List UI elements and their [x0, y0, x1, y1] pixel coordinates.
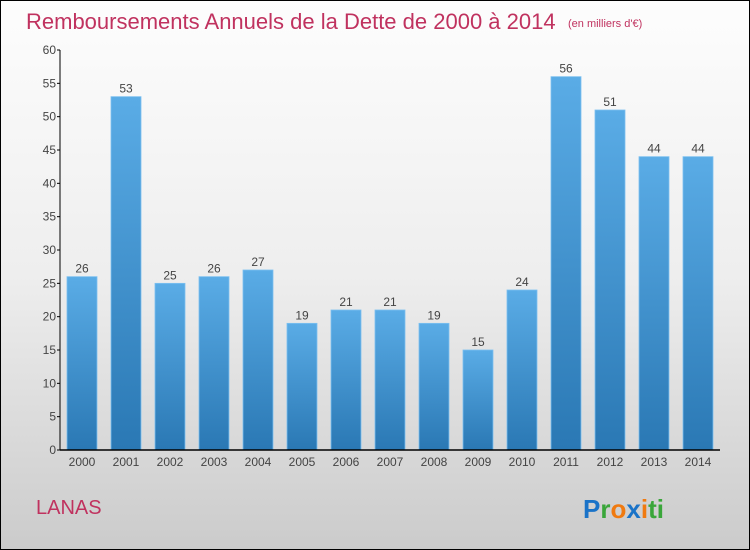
data-label: 51 [603, 95, 617, 109]
bar-2000 [66, 276, 98, 451]
bar-2005 [286, 322, 318, 451]
x-tick-label: 2012 [597, 455, 624, 469]
y-tick-label: 25 [43, 276, 57, 290]
data-label: 44 [691, 142, 705, 156]
x-tick-label: 2001 [113, 455, 140, 469]
x-tick-label: 2006 [333, 455, 360, 469]
x-tick-label: 2003 [201, 455, 228, 469]
y-tick-label: 45 [43, 143, 57, 157]
data-label: 27 [251, 255, 265, 269]
data-label: 26 [207, 262, 221, 276]
data-label: 21 [383, 295, 397, 309]
bar-2011 [550, 76, 582, 451]
x-tick-label: 2011 [553, 455, 579, 469]
bar-2010 [506, 289, 538, 451]
y-tick-label: 0 [49, 443, 56, 457]
data-label: 19 [295, 308, 309, 322]
y-tick-label: 50 [43, 110, 57, 124]
data-label: 19 [427, 308, 441, 322]
x-tick-label: 2007 [377, 455, 404, 469]
data-label: 21 [339, 295, 353, 309]
bar-2007 [374, 309, 406, 451]
bar-2001 [110, 96, 142, 451]
bar-2012 [594, 109, 626, 451]
x-tick-label: 2000 [69, 455, 96, 469]
data-label: 56 [559, 62, 573, 76]
x-tick-label: 2008 [421, 455, 448, 469]
data-label: 44 [647, 142, 661, 156]
commune-name: LANAS [36, 497, 102, 519]
x-axis: 2000 2001 2002 2003 2004 2005 2006 2007 2008 2009… [60, 449, 720, 469]
bar-2003 [198, 276, 230, 451]
y-tick-label: 30 [43, 243, 57, 257]
x-tick-label: 2014 [685, 455, 712, 469]
x-tick-label: 2009 [465, 455, 492, 469]
data-label: 26 [75, 262, 89, 276]
data-label: 15 [471, 335, 485, 349]
y-tick-label: 35 [43, 210, 57, 224]
x-tick-label: 2002 [157, 455, 184, 469]
bars: 26 53 25 26 27 19 21 21 19 15 24 56 51 44 44 [66, 62, 714, 451]
bar-2009 [462, 349, 494, 451]
x-tick-label: 2005 [289, 455, 316, 469]
y-axis: 0 5 10 15 20 25 30 35 40 45 50 55 60 [43, 43, 61, 457]
x-tick-label: 2010 [509, 455, 536, 469]
y-tick-label: 10 [43, 376, 57, 390]
y-tick-label: 55 [43, 76, 57, 90]
y-tick-label: 60 [43, 43, 57, 57]
bar-2014 [682, 156, 714, 451]
bar-2002 [154, 282, 186, 451]
x-tick-label: 2013 [641, 455, 668, 469]
bar-2008 [418, 322, 450, 451]
data-label: 24 [515, 275, 529, 289]
y-tick-label: 20 [43, 310, 57, 324]
chart-subtitle: (en milliers d'€) [568, 18, 642, 30]
bar-2013 [638, 156, 670, 451]
bar-2004 [242, 269, 274, 451]
proxiti-logo: Proxiti [583, 494, 664, 524]
x-tick-label: 2004 [245, 455, 272, 469]
chart-title: Remboursements Annuels de la Dette de 20… [26, 9, 556, 34]
y-tick-label: 5 [49, 410, 56, 424]
y-tick-label: 40 [43, 176, 57, 190]
bar-2006 [330, 309, 362, 451]
y-tick-label: 15 [43, 343, 57, 357]
data-label: 53 [119, 82, 133, 96]
data-label: 25 [163, 268, 177, 282]
